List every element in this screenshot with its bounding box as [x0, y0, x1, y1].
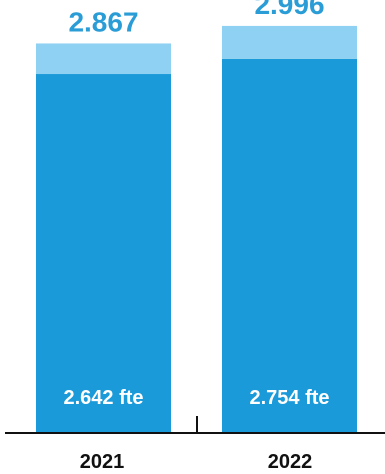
bar-2022-segment-0 [222, 58, 357, 433]
total-label-2022: 2.996 [254, 0, 324, 20]
bar-2022-segment-1 [222, 25, 357, 59]
total-label-2021: 2.867 [68, 6, 138, 37]
bar-2021-segment-0 [36, 74, 171, 433]
bars-group [36, 25, 357, 433]
segment-label-2022: 2.754 fte [249, 387, 329, 409]
category-label-2022: 2022 [268, 451, 313, 473]
segment-label-2021: 2.642 fte [63, 387, 143, 409]
category-label-2021: 2021 [80, 451, 125, 473]
bar-2021-segment-1 [36, 43, 171, 75]
